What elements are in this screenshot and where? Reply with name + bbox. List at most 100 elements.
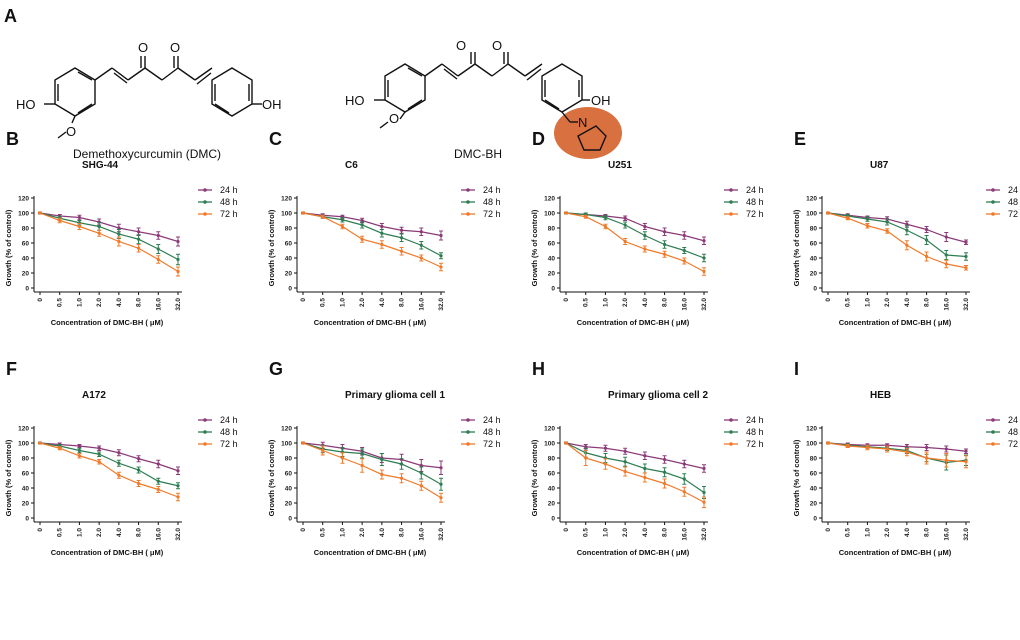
data-point (564, 211, 568, 215)
panel-label-c: C (269, 129, 282, 149)
legend-marker (466, 188, 470, 192)
panel-label-e: E (794, 129, 806, 149)
y-tick-label: 80 (548, 225, 556, 232)
panel-label-a: A (4, 6, 17, 26)
chart-b: B SHG-44 0 20 40 60 80 100 120 0 0.5 1.0 2.0 4.0 8.0 16… (4, 129, 238, 327)
molecule-dmc-bh: HO O O O OH N DMC-BH (345, 38, 622, 161)
dmcbh-nitrogen: N (578, 115, 587, 130)
data-point (826, 211, 830, 215)
data-point (97, 460, 101, 464)
series-line (302, 442, 442, 469)
series-line (39, 212, 179, 243)
x-tick-label: 4.0 (642, 528, 649, 537)
legend-label: 72 h (483, 439, 501, 449)
x-tick-label: 1.0 (76, 298, 83, 307)
data-point (564, 441, 568, 445)
dmc-ho-label: HO (16, 97, 36, 112)
series-72h (564, 441, 706, 508)
data-point (97, 446, 101, 450)
chart-title: HEB (870, 390, 891, 401)
data-point (156, 487, 160, 492)
data-point (419, 256, 423, 260)
legend-marker (991, 200, 995, 204)
data-point (380, 242, 384, 247)
data-point (360, 218, 364, 223)
data-point (97, 452, 101, 456)
data-point (380, 472, 384, 477)
dmc-ketone-1: O (138, 40, 148, 55)
data-point (603, 462, 608, 466)
data-point (77, 215, 82, 220)
y-axis-label: Growth (% of control) (267, 209, 276, 286)
y-tick-label: 40 (548, 485, 556, 492)
data-point (846, 216, 850, 220)
legend-label: 72 h (483, 209, 501, 219)
legend-label: 72 h (220, 439, 238, 449)
chart-d: D U251 0 20 40 60 80 100 120 0 0.5 1.0 2.0 4.0 8.0 16.0… (530, 129, 764, 327)
legend-label: 48 h (1008, 197, 1020, 207)
series-72h (38, 441, 180, 502)
data-point (584, 215, 588, 219)
data-point (662, 481, 667, 486)
x-tick-label: 0.5 (57, 528, 64, 537)
data-point (702, 239, 706, 243)
data-point (885, 229, 889, 233)
x-tick-label: 2.0 (622, 528, 629, 537)
panel-label-f: F (6, 359, 17, 379)
x-tick-label: 32.0 (701, 528, 708, 541)
x-tick-label: 1.0 (339, 298, 346, 307)
data-point (944, 458, 948, 462)
legend-marker (466, 430, 470, 434)
data-point (964, 460, 968, 464)
y-tick-label: 80 (22, 225, 30, 232)
x-tick-label: 32.0 (175, 298, 182, 311)
y-tick-label: 0 (25, 285, 29, 292)
data-point (643, 475, 647, 480)
y-tick-label: 80 (22, 455, 30, 462)
legend-marker (466, 418, 470, 422)
dmcbh-caption: DMC-BH (454, 147, 502, 161)
x-tick-label: 0 (300, 298, 307, 302)
data-point (439, 233, 443, 238)
data-point (340, 456, 345, 460)
data-point (964, 266, 968, 270)
legend-label: 48 h (220, 427, 238, 437)
series-line (827, 212, 967, 243)
y-tick-label: 100 (18, 210, 29, 217)
dmc-caption: Demethoxycurcumin (DMC) (73, 147, 221, 161)
y-tick-label: 120 (806, 425, 817, 432)
y-tick-label: 60 (22, 470, 30, 477)
data-point (301, 441, 305, 445)
series-line (302, 442, 442, 499)
data-point (865, 445, 870, 450)
series-line (827, 442, 967, 452)
data-point (176, 484, 180, 488)
y-tick-label: 0 (288, 285, 292, 292)
data-point (321, 448, 325, 453)
data-point (360, 223, 364, 227)
y-tick-label: 40 (285, 485, 293, 492)
legend-marker (203, 418, 207, 422)
data-point (136, 237, 141, 241)
x-tick-label: 1.0 (76, 528, 83, 537)
data-point (117, 473, 121, 477)
x-tick-label: 16.0 (155, 298, 162, 311)
x-tick-label: 32.0 (963, 298, 970, 311)
y-tick-label: 60 (548, 470, 556, 477)
series-line (302, 212, 442, 268)
y-tick-label: 120 (18, 195, 29, 202)
y-tick-label: 100 (806, 210, 817, 217)
data-point (156, 257, 160, 262)
y-tick-label: 20 (285, 500, 293, 507)
data-point (905, 228, 909, 232)
x-tick-label: 2.0 (884, 298, 891, 307)
dmc-oh-label: OH (262, 97, 282, 112)
x-tick-label: 16.0 (155, 528, 162, 541)
data-point (846, 444, 850, 448)
x-tick-label: 32.0 (963, 528, 970, 541)
legend-label: 72 h (746, 439, 764, 449)
legend-marker (991, 430, 995, 434)
series-72h (826, 211, 968, 271)
data-point (944, 447, 948, 451)
